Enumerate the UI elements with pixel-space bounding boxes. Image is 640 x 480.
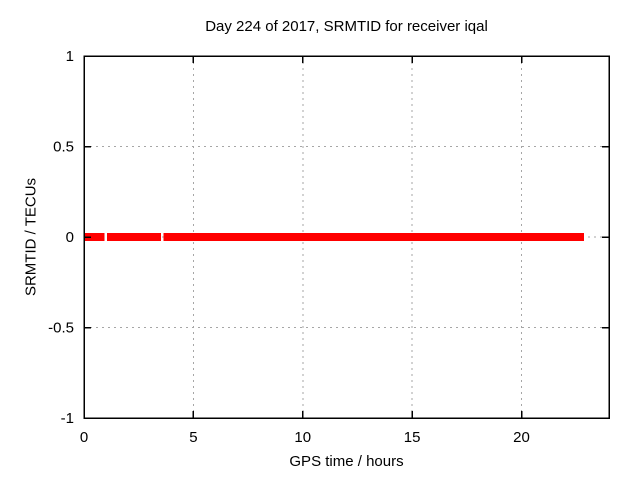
x-tick-label: 20	[513, 429, 530, 446]
y-tick-label: 0	[66, 229, 74, 246]
y-tick-label: 1	[66, 48, 74, 65]
chart-title: Day 224 of 2017, SRMTID for receiver iqa…	[205, 18, 488, 35]
y-tick-label: -0.5	[48, 320, 74, 337]
x-tick-label: 5	[189, 429, 197, 446]
x-tick-label: 10	[294, 429, 311, 446]
x-axis-label: GPS time / hours	[289, 453, 404, 470]
x-tick-label: 0	[80, 429, 88, 446]
y-tick-label: 0.5	[53, 139, 74, 156]
x-tick-label: 15	[404, 429, 421, 446]
y-tick-label: -1	[61, 410, 74, 427]
